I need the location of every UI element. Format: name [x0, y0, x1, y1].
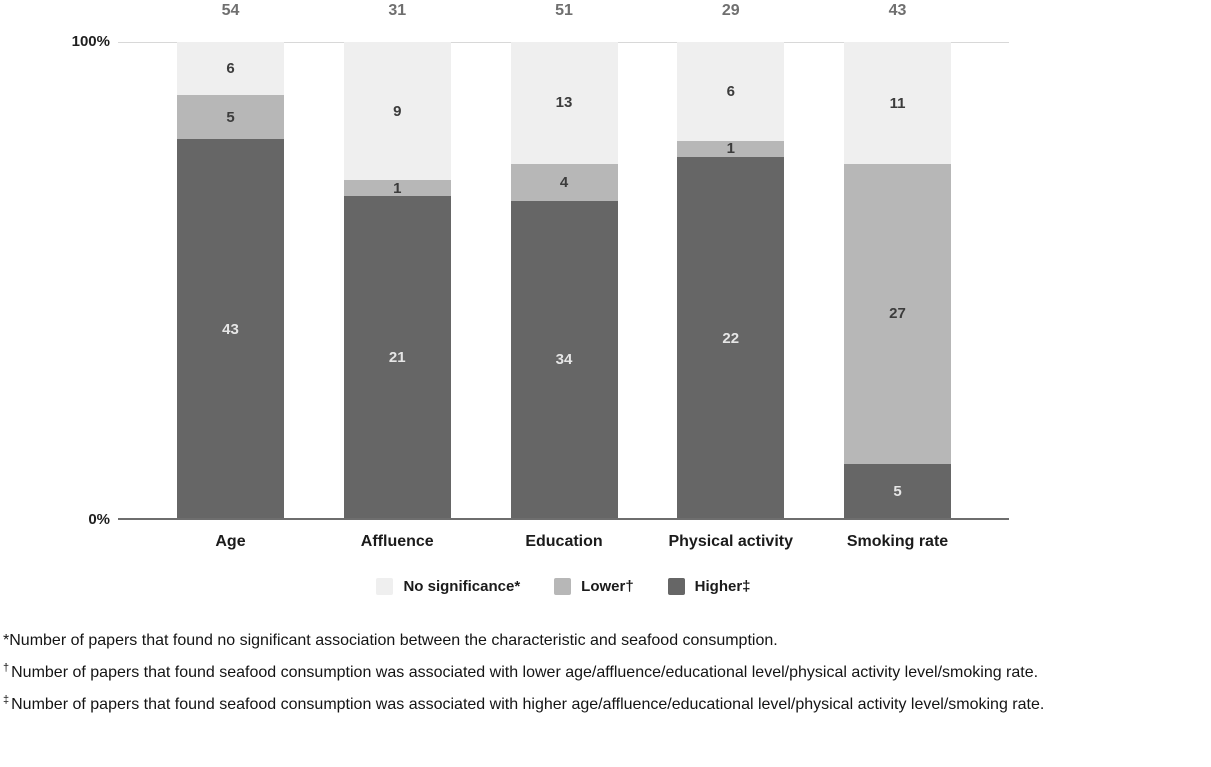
legend-swatch-no-significance: [376, 578, 394, 595]
legend-item-higher: Higher‡: [667, 578, 751, 595]
footnote-marker: ‡: [3, 694, 10, 706]
footnote-text: Number of papers that found seafood cons…: [11, 696, 1045, 713]
x-axis-line: [118, 518, 1009, 520]
segment-lower-affluence: 1: [343, 179, 451, 197]
segment-value-label: 5: [226, 108, 235, 126]
category-labels-row: Age Affluence Education Physical activity Sm…: [118, 533, 1009, 555]
totals-row: 54 31 51 29 43: [118, 2, 1009, 26]
category-label-education: Education: [525, 533, 603, 550]
segment-value-label: 6: [226, 60, 235, 77]
footnote-text: Number of papers that found seafood cons…: [11, 664, 1039, 681]
category-label-age: Age: [215, 533, 246, 550]
segment-higher-smoking-rate: 5: [844, 463, 951, 519]
segment-higher-education: 34: [510, 200, 618, 519]
segment-value-label: 5: [893, 482, 902, 500]
plot-area: 100% 0% 6 5 43 9 1 21 13 4 34 6 1 22 11 27 5: [72, 33, 1009, 528]
category-label-smoking-rate: Smoking rate: [846, 533, 949, 550]
legend-label: No significance*: [403, 578, 521, 595]
footnote-text: Number of papers that found no significa…: [9, 632, 778, 649]
segment-value-label: 13: [555, 94, 573, 112]
legend: No significance* Lower† Higher‡: [118, 578, 1009, 595]
segment-lower-education: 4: [510, 163, 618, 201]
footnote-1: *Number of papers that found no signific…: [3, 628, 1149, 654]
total-label-physical-activity: 29: [721, 2, 740, 19]
segment-higher-physical-activity: 22: [677, 157, 785, 519]
segment-value-label: 27: [889, 305, 906, 323]
total-label-education: 51: [555, 2, 573, 19]
segment-value-label: 4: [559, 173, 569, 191]
segment-value-label: 43: [222, 320, 239, 338]
category-label-affluence: Affluence: [360, 533, 434, 550]
y-axis-label-100: 100%: [71, 33, 110, 50]
footnotes: *Number of papers that found no signific…: [3, 628, 1149, 719]
segment-value-label: 1: [726, 140, 735, 158]
footnote-3: ‡ Number of papers that found seafood con…: [3, 687, 1149, 718]
total-label-age: 54: [221, 2, 240, 19]
footnote-marker: *: [3, 632, 10, 649]
segment-value-label: 21: [388, 348, 406, 366]
segment-value-label: 6: [726, 82, 735, 100]
segment-lower-smoking-rate: 27: [844, 164, 951, 464]
total-label-affluence: 31: [388, 2, 407, 19]
segment-no-significance-education: 13: [510, 42, 618, 164]
legend-item-lower: Lower†: [554, 578, 634, 595]
segment-value-label: 9: [393, 102, 402, 120]
stacked-bar-chart: 54 31 51 29 43 100% 0% 6 5 43 9 1 21 13 4 34 6 1 22 11 27…: [72, 2, 1009, 595]
segment-value-label: 11: [889, 94, 906, 112]
legend-label: Lower†: [581, 578, 634, 595]
segment-lower-physical-activity: 1: [677, 140, 785, 158]
segment-value-label: 1: [393, 179, 402, 197]
segment-no-significance-affluence: 9: [343, 42, 451, 181]
footnote-2: † Number of papers that found seafood con…: [3, 655, 1149, 686]
bar-affluence: 9 1 21: [343, 42, 451, 519]
legend-label: Higher‡: [694, 578, 751, 595]
segment-higher-affluence: 21: [343, 195, 451, 519]
footnote-marker: †: [3, 662, 10, 674]
segment-no-significance-age: 6: [177, 42, 284, 95]
legend-item-no-significance: No significance*: [376, 578, 520, 595]
category-label-physical-activity: Physical activity: [668, 533, 793, 550]
total-label-smoking-rate: 43: [888, 2, 907, 19]
y-axis-label-0: 0%: [88, 511, 110, 528]
bar-physical-activity: 6 1 22: [677, 42, 785, 519]
segment-no-significance-smoking-rate: 11: [844, 42, 951, 165]
legend-swatch-higher: [667, 578, 685, 595]
bar-education: 13 4 34: [510, 42, 618, 519]
legend-swatch-lower: [554, 578, 572, 595]
segment-value-label: 22: [722, 329, 740, 347]
segment-value-label: 34: [555, 351, 573, 369]
segment-lower-age: 5: [177, 95, 284, 140]
bar-age: 6 5 43: [177, 42, 284, 519]
bar-smoking-rate: 11 27 5: [844, 42, 951, 519]
segment-higher-age: 43: [177, 139, 284, 519]
segment-no-significance-physical-activity: 6: [677, 42, 785, 141]
